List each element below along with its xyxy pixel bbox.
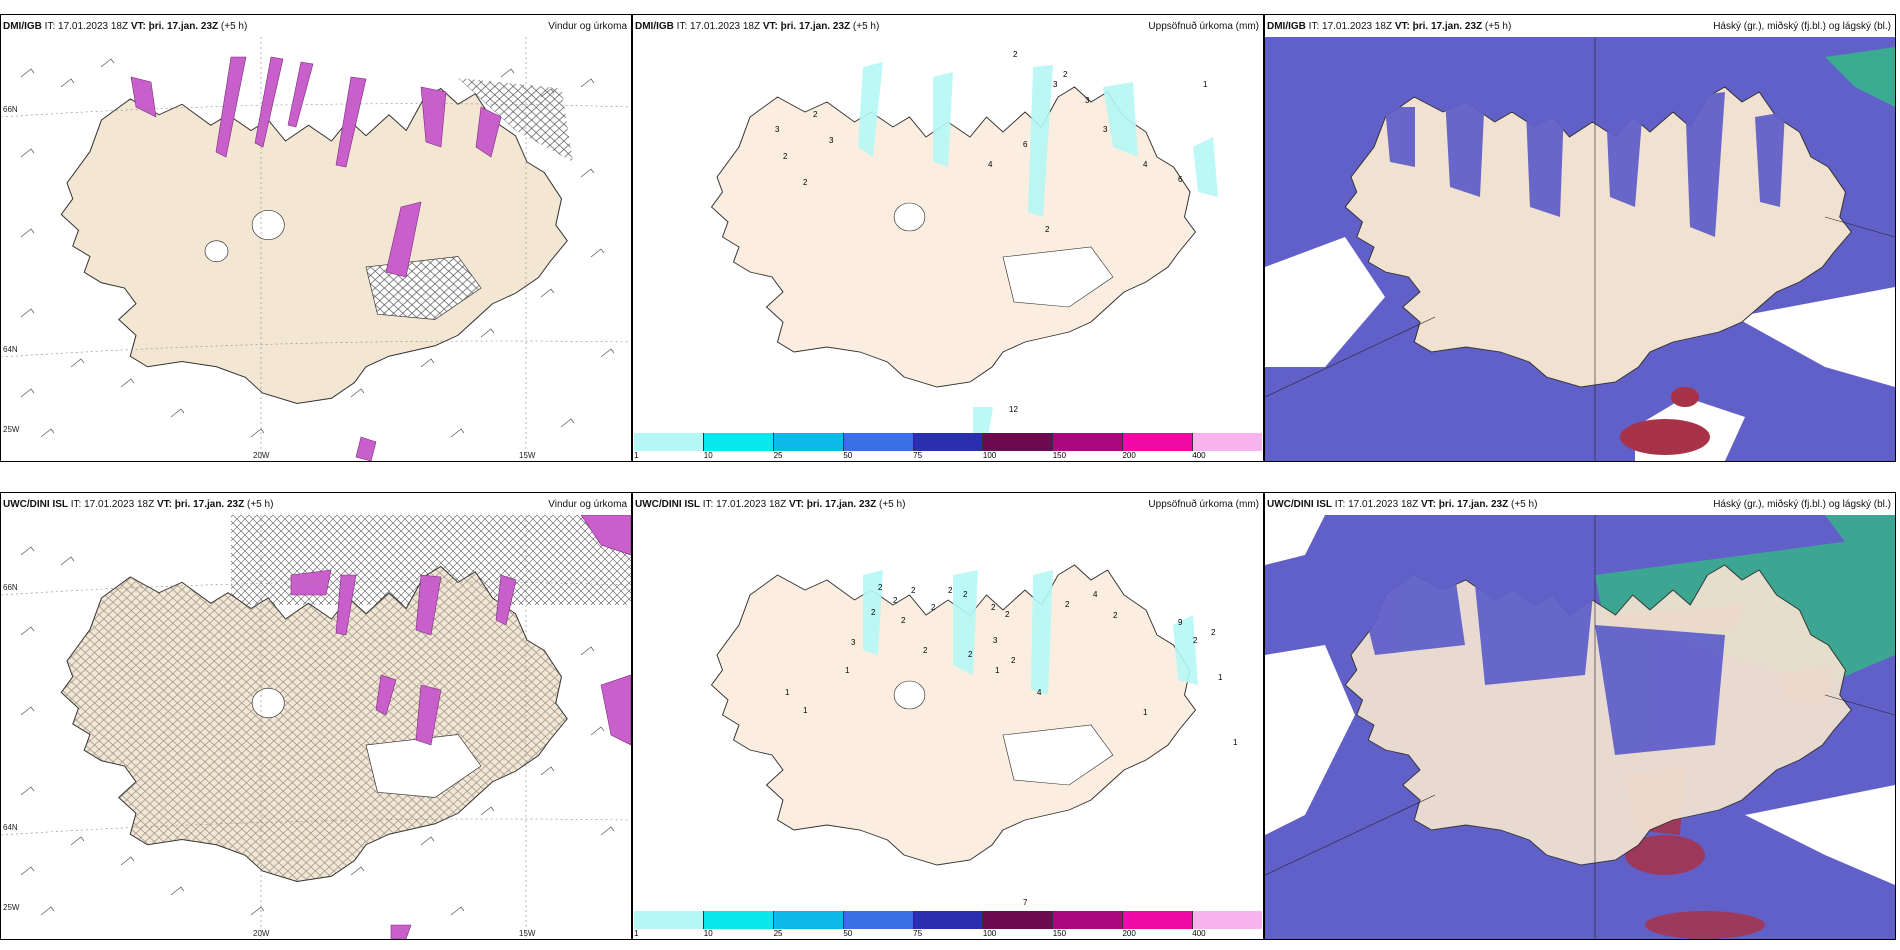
panel-title: Uppsöfnuð úrkoma (mm) xyxy=(1148,499,1259,510)
colorbar-swatch xyxy=(843,911,914,929)
colorbar-swatch xyxy=(913,433,984,451)
svg-text:1: 1 xyxy=(1218,673,1223,682)
svg-text:2: 2 xyxy=(1013,50,1018,59)
panel-top-wind: DMI/IGB IT: 17.01.2023 18Z VT: þri. 17.j… xyxy=(0,14,632,462)
svg-text:2: 2 xyxy=(813,110,818,119)
colorbar xyxy=(634,433,1263,451)
colorbar-ticks: 1 10 25 50 75 100 150 200 400 xyxy=(634,451,1206,460)
svg-text:7: 7 xyxy=(1023,898,1028,907)
svg-text:4: 4 xyxy=(1093,590,1098,599)
colorbar-swatch xyxy=(634,433,704,451)
svg-text:6: 6 xyxy=(1023,140,1028,149)
svg-text:2: 2 xyxy=(783,152,788,161)
panel-title: Uppsöfnuð úrkoma (mm) xyxy=(1148,21,1259,32)
colorbar-swatch xyxy=(1123,911,1194,929)
colorbar-swatch xyxy=(983,433,1054,451)
panel-bottom-accum: UWC/DINI ISL IT: 17.01.2023 18Z VT: þri.… xyxy=(632,492,1264,940)
svg-text:2: 2 xyxy=(803,178,808,187)
colorbar-swatch xyxy=(773,911,844,929)
svg-text:4: 4 xyxy=(1037,688,1042,697)
colorbar-swatch xyxy=(703,433,774,451)
svg-text:2: 2 xyxy=(991,603,996,612)
svg-text:4: 4 xyxy=(988,160,993,169)
svg-text:12: 12 xyxy=(1009,405,1018,414)
precip-areas xyxy=(858,62,1218,437)
panel-top-clouds: DMI/IGB IT: 17.01.2023 18Z VT: þri. 17.j… xyxy=(1264,14,1896,462)
panel-title: Vindur og úrkoma xyxy=(548,21,627,32)
colorbar xyxy=(634,911,1263,929)
svg-text:1: 1 xyxy=(803,706,808,715)
colorbar-swatch xyxy=(983,911,1054,929)
svg-text:2: 2 xyxy=(948,586,953,595)
colorbar-swatch xyxy=(703,911,774,929)
svg-text:2: 2 xyxy=(1011,656,1016,665)
panel-title: Vindur og úrkoma xyxy=(548,499,627,510)
svg-text:2: 2 xyxy=(1211,628,1216,637)
svg-text:3: 3 xyxy=(829,136,834,145)
svg-text:2: 2 xyxy=(923,646,928,655)
colorbar-swatch xyxy=(773,433,844,451)
cloud-map xyxy=(1265,37,1895,461)
colorbar-ticks: 1 10 25 50 75 100 150 200 400 xyxy=(634,929,1206,938)
svg-text:3: 3 xyxy=(1103,125,1108,134)
panel-title: Háský (gr.), miðský (fj.bl.) og lágský (… xyxy=(1713,499,1891,510)
svg-text:1: 1 xyxy=(1143,708,1148,717)
cloud-map xyxy=(1265,515,1895,939)
svg-text:2: 2 xyxy=(901,616,906,625)
svg-text:2: 2 xyxy=(1045,225,1050,234)
precip-streaks xyxy=(130,56,502,461)
panel-top-accum: DMI/IGB IT: 17.01.2023 18Z VT: þri. 17.j… xyxy=(632,14,1264,462)
panel-header: UWC/DINI ISL IT: 17.01.2023 18Z VT: þri.… xyxy=(1267,499,1891,510)
svg-text:2: 2 xyxy=(1113,611,1118,620)
svg-text:2: 2 xyxy=(931,603,936,612)
wind-barbs xyxy=(20,58,615,438)
svg-text:1: 1 xyxy=(995,666,1000,675)
svg-text:2: 2 xyxy=(1063,70,1068,79)
panel-header: DMI/IGB IT: 17.01.2023 18Z VT: þri. 17.j… xyxy=(1267,21,1891,32)
svg-text:3: 3 xyxy=(993,636,998,645)
svg-text:9: 9 xyxy=(1178,618,1183,627)
svg-text:1: 1 xyxy=(1203,80,1208,89)
panel-bottom-wind: UWC/DINI ISL IT: 17.01.2023 18Z VT: þri.… xyxy=(0,492,632,940)
svg-text:2: 2 xyxy=(968,650,973,659)
panel-header: UWC/DINI ISL IT: 17.01.2023 18Z VT: þri.… xyxy=(635,499,1259,510)
colorbar-swatch xyxy=(1053,911,1124,929)
svg-text:2: 2 xyxy=(893,596,898,605)
panel-title: Háský (gr.), miðský (fj.bl.) og lágský (… xyxy=(1713,21,1891,32)
panel-header: DMI/IGB IT: 17.01.2023 18Z VT: þri. 17.j… xyxy=(635,21,1259,32)
svg-text:2: 2 xyxy=(963,590,968,599)
panel-bottom-clouds: UWC/DINI ISL IT: 17.01.2023 18Z VT: þri.… xyxy=(1264,492,1896,940)
colorbar-swatch xyxy=(1053,433,1124,451)
wind-map xyxy=(1,515,631,939)
wind-map xyxy=(1,37,631,461)
colorbar-swatch xyxy=(634,911,704,929)
svg-text:1: 1 xyxy=(845,666,850,675)
svg-text:2: 2 xyxy=(911,586,916,595)
svg-text:3: 3 xyxy=(1085,96,1090,105)
svg-text:2: 2 xyxy=(1193,636,1198,645)
svg-text:1: 1 xyxy=(1233,738,1238,747)
colorbar-swatch xyxy=(1193,433,1263,451)
svg-text:4: 4 xyxy=(1143,160,1148,169)
colorbar-swatch xyxy=(913,911,984,929)
colorbar-swatch xyxy=(1123,433,1194,451)
svg-text:1: 1 xyxy=(785,688,790,697)
panel-header: UWC/DINI ISL IT: 17.01.2023 18Z VT: þri.… xyxy=(3,499,627,510)
svg-text:3: 3 xyxy=(775,125,780,134)
svg-text:2: 2 xyxy=(878,583,883,592)
svg-text:3: 3 xyxy=(851,638,856,647)
accum-map: 2 3 3 2 3 4 2 6 3 4 2 6 1 2 12 2 3 xyxy=(710,50,1218,437)
svg-text:3: 3 xyxy=(1053,80,1058,89)
svg-text:6: 6 xyxy=(1178,175,1183,184)
colorbar-swatch xyxy=(1193,911,1263,929)
accum-map: 2 2 2 2 2 2 3 2 2 2 2 1 2 2 3 2 1 4 2 4 … xyxy=(710,564,1238,907)
svg-text:2: 2 xyxy=(1005,610,1010,619)
panel-header: DMI/IGB IT: 17.01.2023 18Z VT: þri. 17.j… xyxy=(3,21,627,32)
svg-text:2: 2 xyxy=(1065,600,1070,609)
svg-text:2: 2 xyxy=(871,608,876,617)
colorbar-swatch xyxy=(843,433,914,451)
